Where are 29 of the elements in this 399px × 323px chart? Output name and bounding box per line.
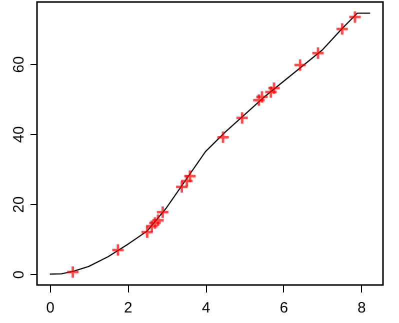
point	[174, 180, 189, 194]
point	[264, 85, 278, 99]
y-tick-label: 0	[10, 270, 28, 279]
point	[66, 265, 80, 279]
point	[235, 110, 250, 125]
point	[311, 46, 325, 60]
point	[111, 243, 125, 257]
point	[140, 225, 154, 240]
x-tick-label: 2	[124, 300, 132, 316]
point	[335, 22, 350, 36]
x-tick-label: 4	[202, 300, 210, 316]
point	[151, 213, 165, 228]
y-tick-label: 60	[10, 56, 28, 73]
point	[267, 81, 281, 96]
point	[293, 58, 308, 72]
point	[216, 130, 230, 144]
y-tick-label: 40	[10, 126, 28, 143]
point	[156, 205, 170, 220]
x-tick-label: 0	[46, 300, 55, 316]
point	[183, 169, 197, 184]
point	[148, 216, 162, 230]
y-tick-label: 20	[10, 196, 28, 213]
point	[348, 10, 362, 24]
line-series	[49, 12, 371, 275]
x-tick-label: 8	[358, 300, 366, 316]
point	[144, 219, 159, 234]
x-tick-label: 6	[280, 300, 288, 316]
point	[255, 90, 269, 104]
point	[252, 93, 266, 108]
